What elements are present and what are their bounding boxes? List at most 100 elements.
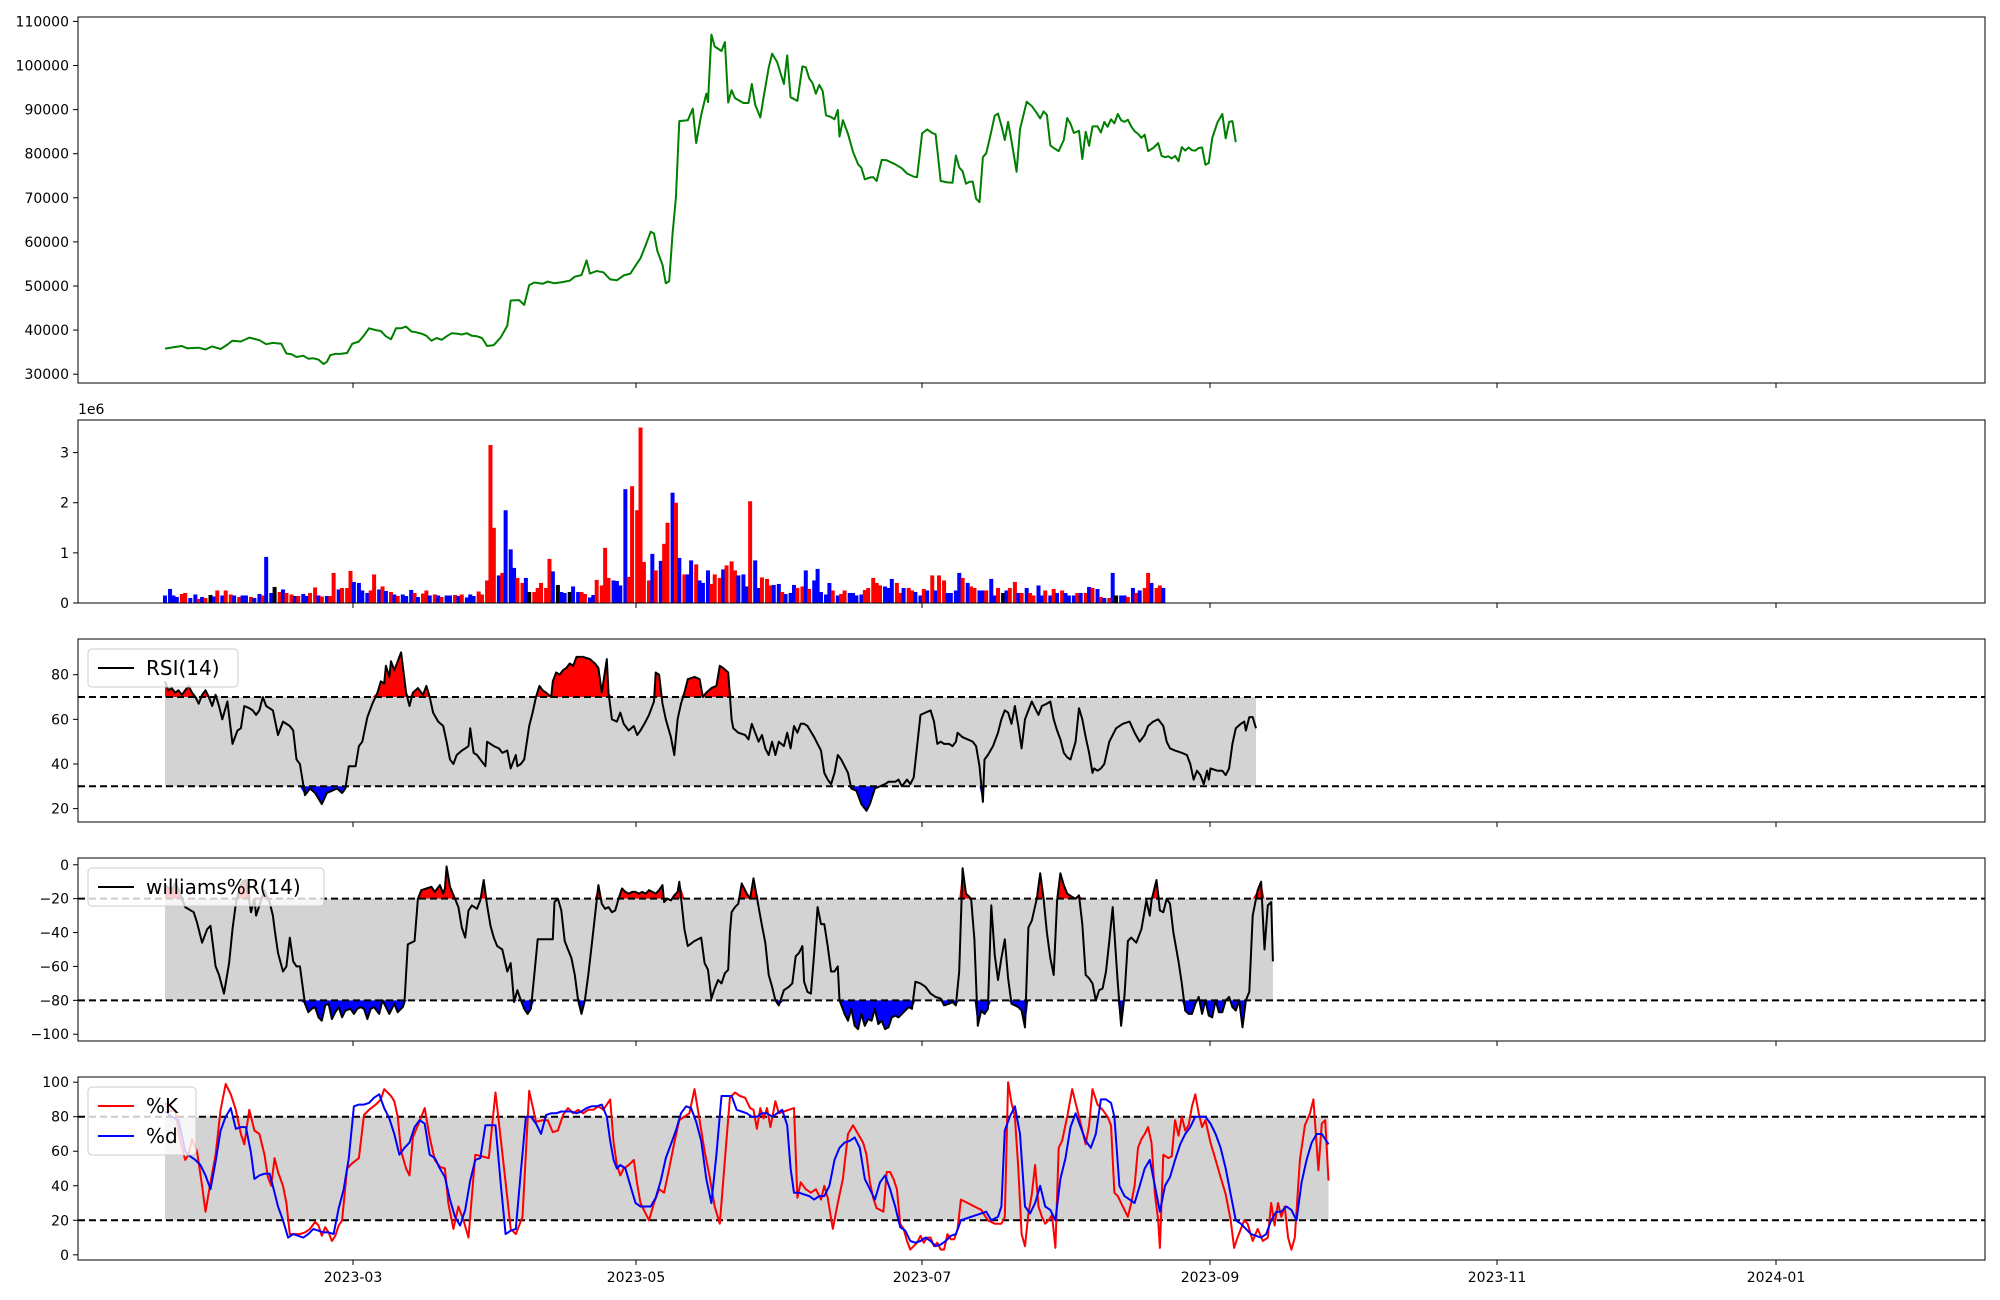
volume-bar-60	[404, 595, 409, 603]
volume-bar-91	[527, 591, 532, 603]
volume-bar-104	[579, 591, 584, 603]
volume-bar-203	[969, 586, 974, 603]
volume-axes-frame	[77, 419, 1986, 604]
volume-bar-186	[901, 587, 906, 603]
volume-bar-161	[803, 570, 808, 603]
williams-ytick-label: −40	[39, 926, 69, 942]
volume-bar-55	[383, 590, 388, 603]
volume-bar-98	[555, 584, 560, 603]
xtick-label: 2023-11	[1468, 1270, 1527, 1286]
panel-williams: 0 −20 −40 −60 −80 −100 williams%R(14)	[31, 857, 1986, 1046]
volume-bar-121	[646, 580, 651, 603]
rsi-legend-label-0: RSI(14)	[146, 656, 220, 680]
panel-rsi: 20 40 60 80 RSI(14)	[51, 638, 1986, 827]
volume-bar-238	[1107, 597, 1112, 603]
volume-bar-158	[791, 584, 796, 603]
stochastic-ytick-label: 0	[60, 1248, 69, 1264]
volume-bar-56	[388, 591, 393, 603]
volume-bar-99	[559, 591, 564, 603]
williams-ytick-label: −80	[39, 993, 69, 1009]
rsi-axes-frame	[77, 638, 1986, 823]
volume-bar-28	[277, 591, 282, 603]
volume-bar-250	[1154, 587, 1159, 603]
stochastic-series-line-1	[164, 1093, 1330, 1248]
volume-bar-53	[377, 589, 382, 603]
volume-bar-217	[1024, 587, 1029, 603]
volume-bar-237	[1102, 597, 1107, 603]
volume-bar-162	[807, 588, 812, 603]
volume-bar-201	[960, 577, 965, 603]
volume-bar-77	[471, 595, 476, 603]
volume-bar-145	[741, 574, 746, 603]
volume-bar-21	[249, 596, 254, 603]
volume-bar-61	[409, 589, 414, 603]
panel-price: 30000 40000 50000 60000 70000 80000 90000 10000…	[16, 14, 1986, 388]
volume-bar-146	[744, 586, 749, 603]
xtick-label: 2023-03	[324, 1270, 383, 1286]
volume-bar-222	[1043, 590, 1048, 603]
volume-bar-11	[208, 594, 213, 603]
xtick-label: 2023-05	[607, 1270, 666, 1286]
volume-bar-22	[252, 597, 257, 603]
volume-bar-119	[638, 427, 643, 603]
stochastic-legend-box	[87, 1086, 197, 1156]
rsi-ytick-label: 80	[51, 668, 69, 684]
volume-bar-48	[356, 582, 361, 603]
volume-bar-31	[289, 594, 294, 603]
volume-bar-32	[292, 595, 297, 603]
volume-bar-44	[340, 587, 345, 603]
williams-axes-frame	[77, 857, 1986, 1042]
volume-bar-230	[1075, 592, 1080, 603]
volume-bar-223	[1048, 595, 1053, 603]
volume-bar-156	[783, 593, 788, 603]
volume-bar-211	[1001, 592, 1006, 603]
volume-bar-62	[412, 592, 417, 603]
volume-bar-10	[203, 597, 208, 603]
volume-bar-24	[260, 595, 265, 603]
volume-bar-144	[736, 575, 741, 603]
volume-bar-85	[503, 510, 508, 603]
volume-bar-208	[989, 578, 994, 603]
volume-bar-228	[1066, 595, 1071, 603]
volume-bar-86	[508, 549, 513, 603]
volume-bar-197	[945, 592, 950, 603]
volume-bar-128	[673, 502, 678, 603]
volume-bar-169	[835, 595, 840, 603]
volume-bar-49	[360, 590, 365, 603]
volume-bar-72	[453, 594, 458, 603]
volume-bar-216	[1019, 592, 1024, 603]
volume-bar-47	[351, 581, 356, 603]
volume-bar-154	[776, 583, 781, 603]
rsi-series-line-0	[164, 651, 1257, 812]
volume-bar-239	[1110, 572, 1115, 603]
stochastic-legend-label-0: %K	[146, 1094, 179, 1118]
volume-bar-81	[488, 445, 493, 603]
volume-bar-137	[709, 583, 714, 603]
volume-bar-100	[562, 592, 567, 603]
volume-bar-84	[500, 572, 505, 603]
volume-bar-180	[877, 585, 882, 603]
volume-bar-206	[980, 590, 985, 603]
stochastic-ytick-label: 60	[51, 1144, 69, 1160]
williams-ytick-label: −100	[31, 1027, 69, 1043]
volume-bar-5	[183, 592, 188, 603]
volume-bar-102	[571, 586, 576, 603]
volume-bar-68	[436, 595, 441, 603]
williams-ytick-label: −60	[39, 959, 69, 975]
xtick-label: 2023-07	[893, 1270, 952, 1286]
volume-bar-70	[444, 595, 449, 603]
stochastic-ytick-label: 100	[42, 1075, 69, 1091]
volume-bar-94	[539, 582, 544, 603]
volume-bar-209	[992, 595, 997, 603]
volume-bar-192	[925, 590, 930, 603]
volume-bar-164	[815, 568, 820, 603]
price-ytick-label: 30000	[24, 367, 69, 383]
volume-bar-205	[977, 590, 982, 603]
rsi-ytick-label: 60	[51, 712, 69, 728]
volume-bar-88	[515, 577, 520, 603]
volume-bar-50	[365, 592, 370, 603]
volume-bar-172	[847, 592, 852, 603]
volume-bar-248	[1146, 572, 1151, 603]
volume-bar-159	[795, 587, 800, 603]
